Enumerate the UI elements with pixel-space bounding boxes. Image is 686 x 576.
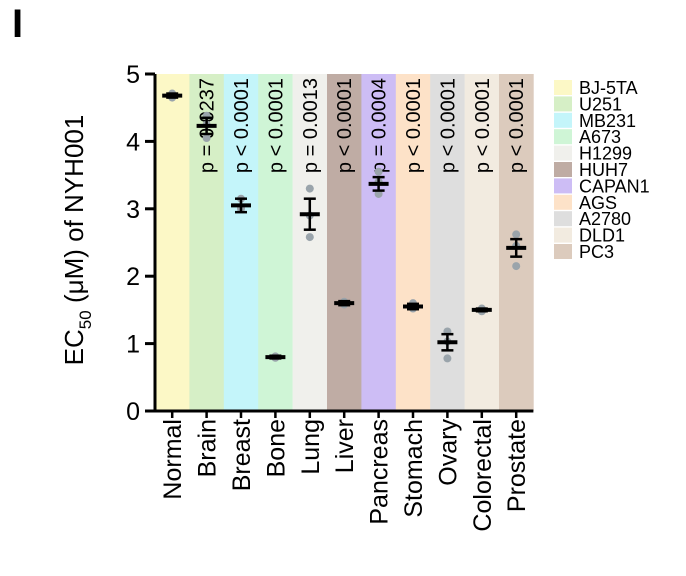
band-liver [327, 74, 362, 411]
y-tick-label: 4 [126, 128, 140, 156]
legend-label: A673 [579, 127, 621, 147]
y-tick-label: 1 [126, 331, 140, 359]
band-pancreas [361, 74, 397, 411]
mean-error-bars [162, 92, 527, 360]
x-tick-labels: Normal Brain Breast Bone Lung Liver Pancreas St… [159, 419, 531, 532]
x-tick-label: Colorectal [469, 419, 497, 532]
x-tick-label: Ovary [434, 419, 462, 486]
x-tick-label: Bone [262, 419, 290, 477]
legend: BJ-5TAU251MB231A673H1299HUH7CAPAN1AGSA27… [554, 78, 650, 262]
y-tick-label: 3 [126, 196, 140, 224]
x-tick-label: Stomach [400, 419, 428, 518]
band-stomach [395, 74, 431, 411]
legend-label: BJ-5TA [579, 78, 638, 98]
y-axis-label: EC50 (μM) of NYH001 [59, 115, 95, 366]
legend-swatch [554, 178, 572, 194]
p-value-label: p < 0.0001 [334, 78, 356, 173]
legend-label: HUH7 [579, 160, 628, 180]
band-lung [292, 74, 328, 411]
replicate-point [443, 354, 452, 363]
x-tick-label: Pancreas [366, 419, 394, 525]
legend-swatch [554, 162, 572, 177]
replicate-point [305, 184, 314, 193]
legend-swatch [554, 80, 572, 95]
y-tick-label: 0 [126, 398, 140, 426]
legend-swatch [554, 227, 572, 243]
legend-label: PC3 [579, 242, 614, 262]
replicate-point [202, 134, 211, 143]
x-tick-label: Lung [297, 419, 325, 475]
y-tick-label: 5 [126, 61, 140, 89]
legend-swatch [554, 211, 572, 227]
p-value-label: p < 0.0001 [472, 78, 494, 173]
replicate-point [374, 189, 383, 198]
replicate-point [512, 230, 521, 239]
p-value-label: p = 0.0013 [300, 78, 322, 173]
axes: 0 1 2 3 4 5 [126, 61, 534, 426]
legend-label: A2780 [579, 209, 631, 229]
legend-swatch [554, 244, 572, 259]
x-tick-label: Prostate [503, 419, 531, 512]
legend-swatch [554, 96, 572, 112]
band-normal [155, 74, 190, 411]
p-value-label: p < 0.0001 [403, 78, 425, 173]
replicate-point [374, 167, 383, 176]
p-value-label: p < 0.0001 [437, 78, 459, 173]
p-value-label: p < 0.0001 [265, 78, 287, 173]
x-tick-label: Liver [331, 419, 359, 473]
x-tick-label: Brain [194, 419, 222, 477]
legend-label: U251 [579, 94, 622, 114]
replicate-point [305, 233, 314, 242]
panel-label: I [12, 2, 24, 46]
band-breast [223, 74, 259, 411]
legend-swatch [554, 112, 572, 128]
p-value-label: p < 0.0001 [231, 78, 253, 173]
replicate-point [512, 262, 521, 271]
legend-label: H1299 [579, 144, 632, 164]
legend-label: DLD1 [579, 226, 625, 246]
x-tick-label: Breast [228, 419, 256, 491]
x-tick-label: Normal [159, 419, 187, 500]
legend-swatch [554, 145, 572, 161]
legend-label: CAPAN1 [579, 176, 650, 196]
legend-label: AGS [579, 193, 617, 213]
legend-swatch [554, 129, 572, 145]
legend-swatch [554, 194, 572, 210]
p-value-label: p < 0.0001 [506, 78, 528, 173]
legend-label: MB231 [579, 111, 636, 131]
y-tick-label: 2 [126, 263, 140, 291]
band-colorectal [464, 74, 500, 411]
p-value-label: p = 0.0004 [369, 78, 391, 173]
